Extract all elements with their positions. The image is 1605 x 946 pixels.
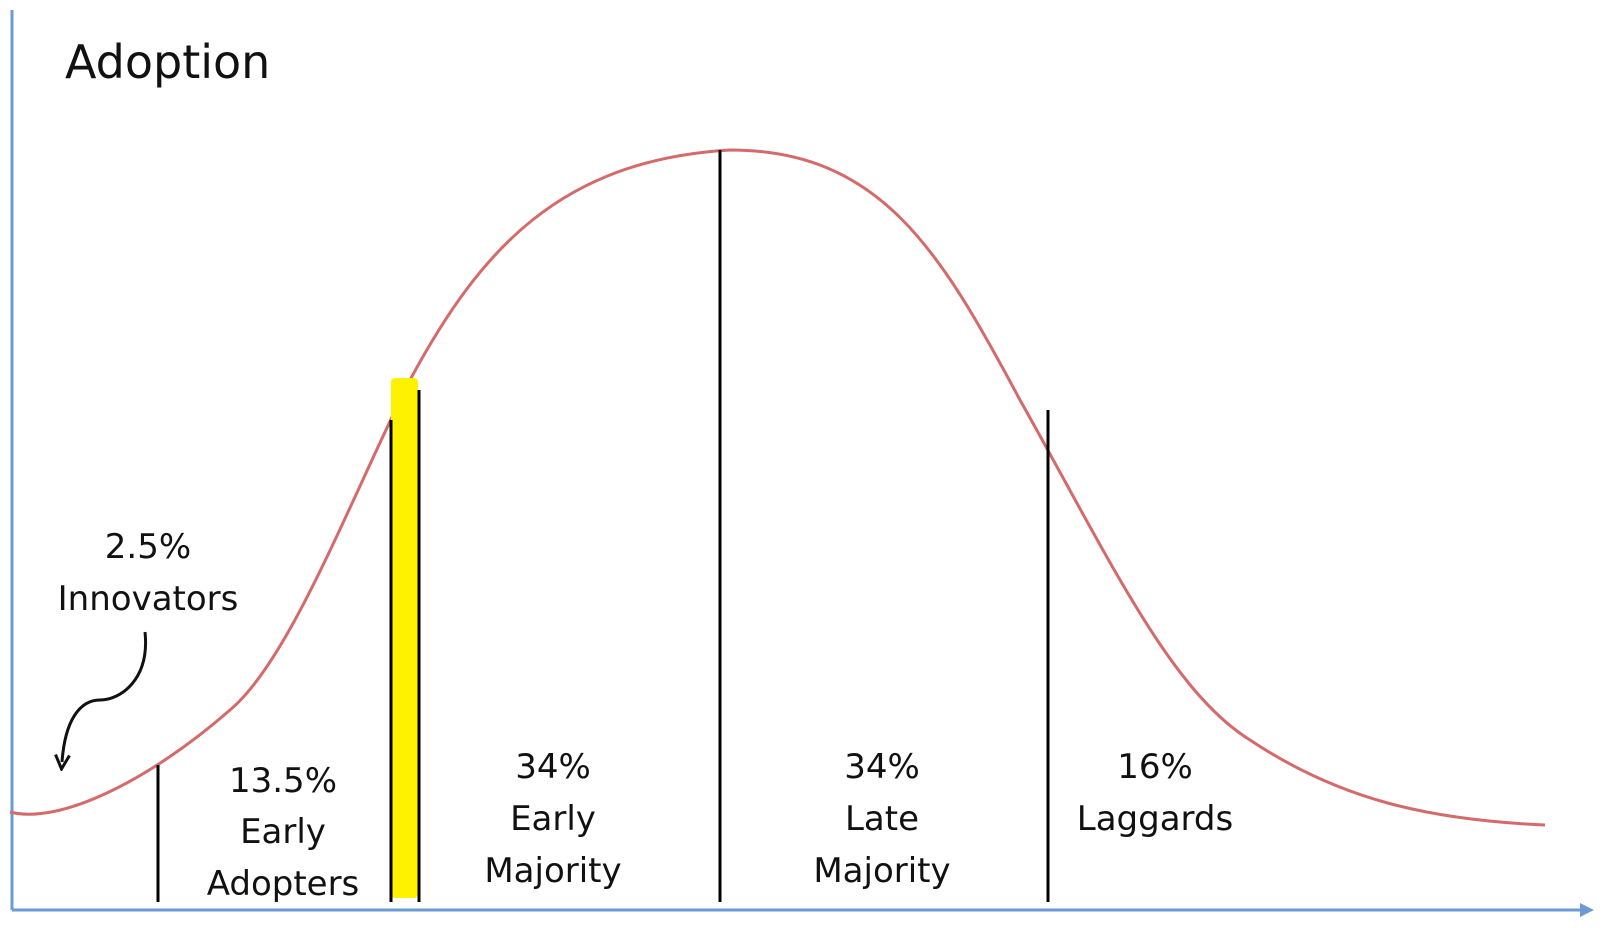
early-adopters-label-line1: Early bbox=[240, 812, 326, 852]
adoption-bell-curve bbox=[9, 148, 1546, 827]
chasm-highlight-bar bbox=[391, 378, 418, 898]
early-adopters-label-line2: Adopters bbox=[207, 864, 360, 904]
innovators-pointer-arrow bbox=[62, 631, 148, 762]
early-majority-label-line1: Early bbox=[510, 799, 596, 839]
late-majority-label-line2: Majority bbox=[813, 851, 950, 891]
diagram-title: Adoption bbox=[65, 35, 270, 89]
laggards-label: Laggards bbox=[1077, 799, 1233, 839]
early-adopters-percent: 13.5% bbox=[229, 761, 337, 801]
laggards-percent: 16% bbox=[1117, 747, 1193, 787]
late-majority-label-line1: Late bbox=[845, 799, 919, 839]
early-majority-percent: 34% bbox=[515, 747, 591, 787]
early-majority-label-line2: Majority bbox=[484, 851, 621, 891]
innovators-label: Innovators bbox=[58, 579, 239, 619]
innovators-percent: 2.5% bbox=[105, 527, 191, 567]
late-majority-percent: 34% bbox=[844, 747, 920, 787]
